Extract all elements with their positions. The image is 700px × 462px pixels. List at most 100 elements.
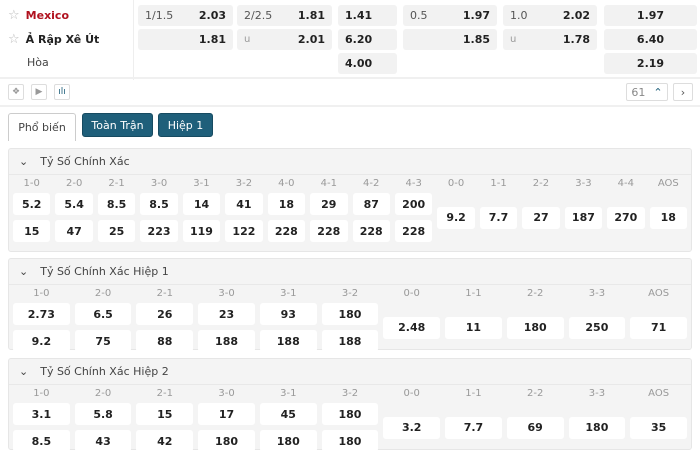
odds-cell[interactable]: 119	[182, 220, 221, 242]
tab-popular[interactable]: Phổ biến	[8, 113, 76, 141]
correct-score-section: ⌄ Tỷ Số Chính Xác 1-0 2-0 2-1 3-0 3-1 3-2 4-0 4-1…	[8, 148, 692, 252]
tab-first-half[interactable]: Hiệp 1	[158, 113, 213, 137]
odds-cell[interactable]: 88	[136, 330, 194, 352]
chevron-down-icon[interactable]: ⌄	[19, 155, 29, 168]
odds-cell[interactable]: 2.48	[383, 316, 441, 339]
odds-cell[interactable]: 15	[136, 403, 194, 425]
odds-cell[interactable]: 18	[649, 206, 687, 229]
play-icon[interactable]: ▶	[31, 84, 47, 100]
odds-cell[interactable]: u 1.78	[503, 29, 597, 50]
odds-cell[interactable]: 27	[522, 206, 560, 229]
odds-cell[interactable]: 8.5	[140, 193, 178, 215]
odds-cell[interactable]: 188	[259, 330, 317, 352]
odds-cell[interactable]: 2.19	[604, 53, 697, 74]
handicap: u	[244, 34, 251, 45]
odds-cell[interactable]: 3.1	[13, 403, 70, 425]
odds-cell[interactable]: 5.2	[13, 193, 51, 215]
odds-cell[interactable]: 1.85	[403, 29, 497, 50]
odds-cell[interactable]: 250	[568, 316, 626, 339]
odds-cell[interactable]: 7.7	[479, 206, 518, 229]
odds-cell[interactable]: 75	[74, 330, 132, 352]
odds-cell[interactable]: 2/2.5 1.81	[237, 5, 332, 26]
odds-cell[interactable]: 228	[267, 220, 306, 242]
star-icon[interactable]: ☆	[8, 8, 20, 23]
odds-cell[interactable]: 1.97	[604, 5, 697, 26]
odds-cell[interactable]: 4.00	[338, 53, 397, 74]
odds-cell[interactable]: 187	[564, 206, 603, 229]
section-header[interactable]: ⌄ Tỷ Số Chính Xác Hiệp 2	[9, 359, 691, 385]
odds-cell[interactable]: 26	[136, 303, 194, 325]
odds-cell[interactable]: 188	[321, 330, 379, 352]
odds-cell[interactable]: 47	[55, 220, 93, 242]
odds-cell[interactable]: 7.7	[445, 416, 502, 439]
score-label: 1-1	[490, 178, 507, 189]
odds-cell[interactable]: 0.5 1.97	[403, 5, 497, 26]
odds-cell[interactable]: 9.2	[437, 206, 475, 229]
odds-cell[interactable]: 188	[198, 330, 255, 352]
odds-cell[interactable]: 45	[259, 403, 317, 425]
odds-cell[interactable]: 6.40	[604, 29, 697, 50]
odds-cell[interactable]: 42	[136, 430, 194, 452]
odds-cell[interactable]: 23	[198, 303, 255, 325]
odds-cell[interactable]: 8.5	[97, 193, 136, 215]
odds-cell[interactable]: 122	[225, 220, 263, 242]
odds-cell[interactable]: 180	[321, 430, 379, 452]
odds-cell[interactable]: 228	[352, 220, 390, 242]
odds-cell[interactable]: 180	[506, 316, 564, 339]
chevron-down-icon[interactable]: ⌄	[19, 265, 29, 278]
tab-full-match[interactable]: Toàn Trận	[82, 113, 153, 137]
score-label: 1-0	[33, 388, 50, 399]
odds-cell[interactable]: 93	[259, 303, 317, 325]
divider	[133, 0, 134, 80]
score-label: 3-0	[218, 388, 235, 399]
odds-cell[interactable]: 25	[97, 220, 136, 242]
score-label: 2-2	[527, 288, 544, 299]
odds-cell[interactable]: 1/1.5 2.03	[138, 5, 233, 26]
odds-cell[interactable]: 41	[225, 193, 263, 215]
odds-cell[interactable]: 228	[394, 220, 433, 242]
odds-cell[interactable]: 1.0 2.02	[503, 5, 597, 26]
section-header[interactable]: ⌄ Tỷ Số Chính Xác Hiệp 1	[9, 259, 691, 285]
stats-icon[interactable]: ılı	[54, 84, 70, 100]
odds-cell[interactable]: 8.5	[13, 430, 70, 452]
odds-cell[interactable]: 180	[321, 403, 379, 425]
odds-cell[interactable]: 18	[267, 193, 306, 215]
odds-cell[interactable]: 87	[352, 193, 390, 215]
odds-cell[interactable]: 9.2	[13, 330, 70, 352]
odds-cell[interactable]: 180	[568, 416, 626, 439]
odds-cell[interactable]: 5.8	[74, 403, 132, 425]
odds-cell[interactable]: 2.73	[13, 303, 70, 325]
section-header[interactable]: ⌄ Tỷ Số Chính Xác	[9, 149, 691, 175]
odds-cell[interactable]: 35	[630, 416, 687, 439]
score-label: 2-0	[94, 388, 112, 399]
more-markets-button[interactable]: 61 ⌃	[626, 83, 668, 101]
odds-cell[interactable]: 180	[198, 430, 255, 452]
odds-cell[interactable]: 180	[321, 303, 379, 325]
odds-cell[interactable]: 43	[74, 430, 132, 452]
odds-cell[interactable]: 5.4	[55, 193, 93, 215]
odds-cell[interactable]: 15	[13, 220, 51, 242]
odds-cell[interactable]: 6.5	[74, 303, 132, 325]
odds-cell[interactable]: 3.2	[383, 416, 441, 439]
chevron-right-icon[interactable]: ›	[673, 83, 693, 101]
odds-cell[interactable]: 14	[182, 193, 221, 215]
odds-cell[interactable]: 1.41	[338, 5, 397, 26]
score-label: 3-1	[193, 178, 210, 189]
odds-cell[interactable]: 69	[506, 416, 564, 439]
odds-cell[interactable]: 1.81	[138, 29, 233, 50]
star-icon[interactable]: ☆	[8, 32, 20, 47]
odds-cell[interactable]: u 2.01	[237, 29, 332, 50]
odds-cell[interactable]: 71	[630, 316, 687, 339]
odds-cell[interactable]: 228	[310, 220, 348, 242]
odds-cell[interactable]: 17	[198, 403, 255, 425]
odds-cell[interactable]: 6.20	[338, 29, 397, 50]
jersey-icon[interactable]: ❖	[8, 84, 24, 100]
odds-cell[interactable]: 11	[445, 316, 502, 339]
odds-cell[interactable]: 223	[140, 220, 178, 242]
odds-cell[interactable]: 29	[310, 193, 348, 215]
odds-cell[interactable]: 180	[259, 430, 317, 452]
score-label: 3-0	[218, 288, 235, 299]
chevron-down-icon[interactable]: ⌄	[19, 365, 29, 378]
odds-cell[interactable]: 270	[607, 206, 645, 229]
odds-cell[interactable]: 200	[394, 193, 433, 215]
